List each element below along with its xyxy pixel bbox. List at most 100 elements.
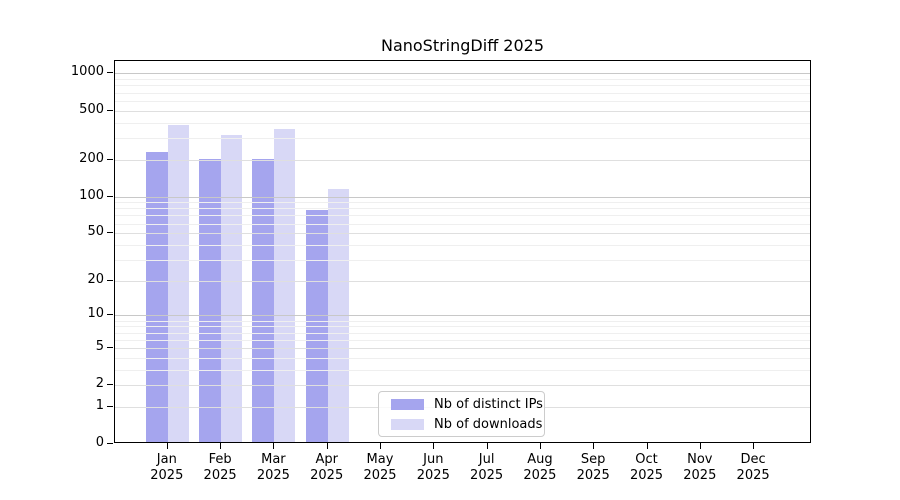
x-tick-mark xyxy=(486,443,488,449)
x-tick-mark xyxy=(220,443,222,449)
legend-item-distinct-ips: Nb of distinct IPs xyxy=(379,396,544,412)
bar-distinct-ips xyxy=(199,158,222,442)
y-tick-mark xyxy=(107,232,113,234)
x-tick-label: Apr 2025 xyxy=(300,452,354,484)
y-tick-label: 2 xyxy=(95,376,104,392)
y-tick-mark xyxy=(107,384,113,386)
year-label: 2025 xyxy=(523,468,557,483)
gridline-minor xyxy=(115,326,810,328)
gridline-minor xyxy=(115,357,810,359)
gridline-minor xyxy=(115,137,810,139)
x-tick-mark xyxy=(326,443,328,449)
y-tick-label: 500 xyxy=(79,101,104,117)
y-tick-mark xyxy=(107,72,113,74)
y-tick-mark xyxy=(107,195,113,197)
x-tick-mark xyxy=(539,443,541,449)
month-label: Jan xyxy=(156,452,177,467)
year-label: 2025 xyxy=(629,468,664,483)
x-tick-mark xyxy=(646,443,648,449)
legend-item-downloads: Nb of downloads xyxy=(379,416,544,432)
gridline-minor xyxy=(115,92,810,94)
gridline xyxy=(115,159,810,161)
gridline-minor xyxy=(115,339,810,341)
bar-downloads xyxy=(167,124,189,442)
bar-distinct-ips xyxy=(145,152,168,442)
year-label: 2025 xyxy=(736,468,770,483)
year-label: 2025 xyxy=(576,468,610,483)
month-label: Jun xyxy=(423,452,444,467)
x-tick-label: May 2025 xyxy=(353,452,407,484)
y-tick-label: 100 xyxy=(79,187,104,203)
y-tick-label: 10 xyxy=(87,306,104,322)
gridline xyxy=(115,385,810,387)
gridline-major xyxy=(115,73,810,75)
bar-downloads xyxy=(221,135,243,442)
y-tick-mark xyxy=(107,109,113,111)
x-tick-mark xyxy=(380,443,381,449)
gridline-minor xyxy=(115,215,810,217)
y-tick-mark xyxy=(107,443,113,444)
y-tick-label: 50 xyxy=(87,224,104,240)
x-tick-mark xyxy=(273,443,275,449)
downloads-swatch-icon xyxy=(391,418,424,430)
x-tick-label: Aug 2025 xyxy=(513,452,567,484)
y-tick-mark xyxy=(107,279,113,281)
gridline xyxy=(115,280,810,282)
year-label: 2025 xyxy=(363,468,397,483)
gridline-minor xyxy=(115,79,810,81)
gridline-minor xyxy=(115,332,810,334)
x-tick-mark xyxy=(433,443,435,449)
x-tick-label: Dec 2025 xyxy=(726,452,780,484)
month-label: Oct xyxy=(635,452,658,467)
gridline-minor xyxy=(115,202,810,204)
gridline-minor xyxy=(115,85,810,87)
chart-title: NanoStringDiff 2025 xyxy=(380,36,545,55)
x-tick-label: Sep 2025 xyxy=(566,452,620,484)
x-tick-label: Feb 2025 xyxy=(193,452,247,484)
legend-label: Nb of downloads xyxy=(434,416,543,432)
x-tick-mark xyxy=(753,443,755,449)
year-label: 2025 xyxy=(416,468,450,483)
month-label: Nov xyxy=(687,452,713,467)
bar-distinct-ips xyxy=(305,209,328,442)
year-label: 2025 xyxy=(150,468,184,483)
year-label: 2025 xyxy=(470,468,504,483)
legend: Nb of distinct IPs Nb of downloads xyxy=(378,391,545,437)
y-tick-label: 0 xyxy=(95,435,104,450)
y-tick-mark xyxy=(107,405,113,407)
y-tick-label: 1000 xyxy=(70,64,104,80)
y-tick-label: 20 xyxy=(87,271,104,287)
gridline-minor xyxy=(115,259,810,261)
year-label: 2025 xyxy=(256,468,290,483)
y-tick-label: 5 xyxy=(95,338,104,354)
x-tick-label: Jul 2025 xyxy=(460,452,514,484)
gridline xyxy=(115,233,810,235)
x-tick-mark xyxy=(593,443,595,449)
y-tick-label: 1 xyxy=(95,397,104,413)
y-tick-mark xyxy=(107,346,113,348)
x-tick-label: Nov 2025 xyxy=(673,452,727,484)
year-label: 2025 xyxy=(683,468,717,483)
gridline-minor xyxy=(115,208,810,210)
distinct-ips-swatch-icon xyxy=(391,398,424,410)
x-tick-mark xyxy=(166,443,168,449)
x-tick-label: Jan 2025 xyxy=(140,452,194,484)
month-label: Aug xyxy=(527,452,553,467)
month-label: Jul xyxy=(478,452,495,467)
bar-distinct-ips xyxy=(252,159,275,442)
gridline-minor xyxy=(115,100,810,102)
bar-downloads xyxy=(274,129,296,442)
y-tick-label: 200 xyxy=(79,150,104,166)
gridline-minor xyxy=(115,244,810,246)
x-tick-label: Mar 2025 xyxy=(246,452,300,484)
gridline-minor xyxy=(115,369,810,371)
month-label: Feb xyxy=(208,452,232,467)
year-label: 2025 xyxy=(310,468,344,483)
gridline-minor xyxy=(115,122,810,124)
month-label: Mar xyxy=(261,452,286,467)
month-label: Apr xyxy=(315,452,338,467)
month-label: May xyxy=(366,452,394,467)
month-label: Dec xyxy=(740,452,766,467)
y-tick-mark xyxy=(107,158,113,160)
x-tick-label: Oct 2025 xyxy=(620,452,674,484)
